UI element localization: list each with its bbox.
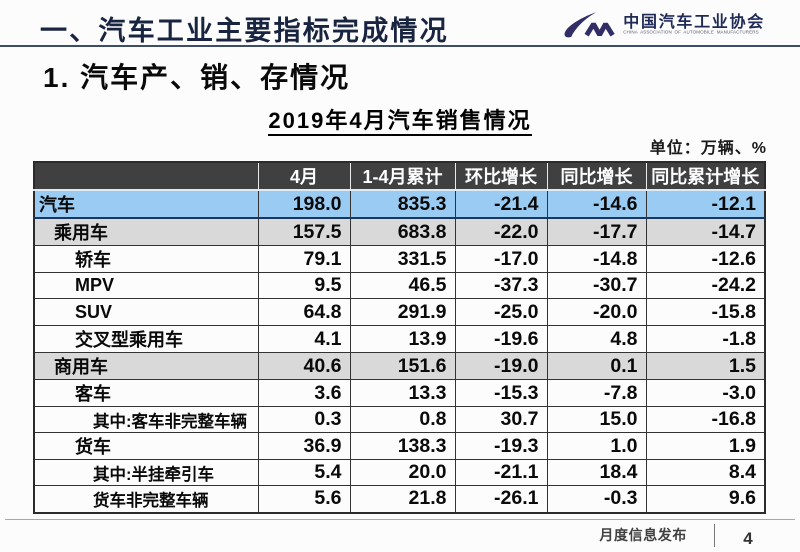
svg-text:CHINA ASSOCIATION OF AUTOMOBIL: CHINA ASSOCIATION OF AUTOMOBILE MANUFACT… — [623, 29, 758, 34]
svg-text:中国汽车工业协会: 中国汽车工业协会 — [623, 12, 765, 31]
